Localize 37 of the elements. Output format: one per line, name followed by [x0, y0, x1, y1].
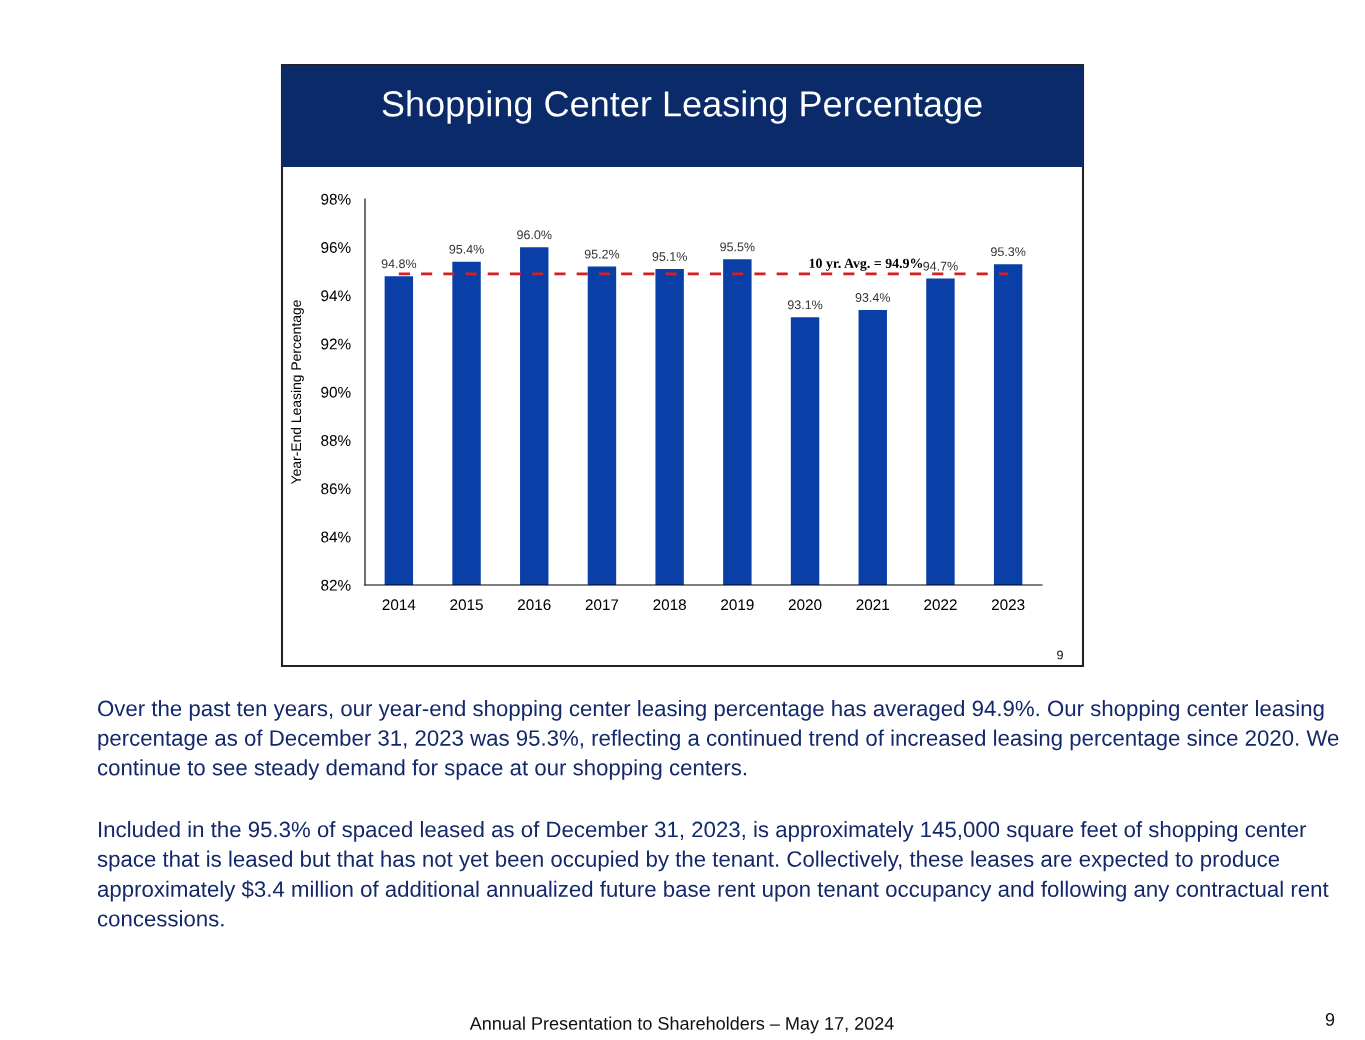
y-tick-label: 82% — [321, 579, 351, 591]
y-tick-label: 90% — [321, 386, 351, 398]
y-tick-label: 88% — [321, 435, 351, 446]
y-tick-label: 84% — [321, 531, 351, 543]
x-tick-label: 2016 — [518, 599, 551, 611]
x-tick-label: 2018 — [653, 599, 686, 611]
y-tick-label: 98% — [321, 193, 351, 205]
chart-title: Shopping Center Leasing Percentage — [382, 90, 982, 124]
data-label: 93.4% — [855, 293, 891, 302]
data-label: 94.8% — [381, 259, 417, 269]
text: 9 — [1057, 650, 1063, 660]
text: 9 — [1325, 1013, 1335, 1026]
text: Over the past ten years, our year-end shopping center leasing percentage has averaged 94.9%. Our shopping center leasing percentage as of December 31, 2023 was 95.3%, reflecting a continued trend of increased leasing percentage since 2020. We continue to see steady demand for space at our shopping centers. — [97, 700, 1339, 780]
y-tick-label: 96% — [321, 242, 351, 253]
ref-line-label: 10 yr. Avg. = 94.9% — [809, 258, 923, 271]
y-tick-label: 92% — [321, 338, 351, 350]
data-label: 95.5% — [720, 242, 755, 252]
text: Annual Presentation to Shareholders – May 17, 2024 — [469, 1016, 894, 1034]
y-tick-label: 86% — [321, 483, 351, 495]
x-tick-label: 2017 — [585, 599, 619, 611]
data-label: 96.0% — [517, 230, 552, 240]
x-tick-label: 2014 — [382, 599, 416, 611]
data-label: 93.1% — [787, 300, 823, 310]
x-tick-label: 2019 — [721, 599, 754, 611]
y-tick-label: 94% — [321, 290, 351, 302]
x-tick-label: 2022 — [924, 599, 957, 611]
x-tick-label: 2021 — [856, 599, 889, 611]
data-label: 95.4% — [449, 244, 484, 254]
data-label: 95.2% — [584, 249, 620, 259]
y-axis-title: Year-End Leasing Percentage — [290, 300, 304, 485]
x-tick-label: 2020 — [788, 599, 822, 611]
data-label: 94.7% — [923, 261, 958, 271]
data-label: 95.3% — [991, 247, 1026, 257]
text: Included in the 95.3% of spaced leased as of December 31, 2023, is approximately 145,000 square feet of shopping center space that is leased but that has not yet been occupied by the tenant. Collectively, these leases are expected to produce approximately $3.4 million of additional annualized future base rent upon tenant occupancy and following any contractual rent concessions. — [97, 821, 1329, 927]
x-tick-label: 2023 — [991, 599, 1025, 611]
x-tick-label: 2015 — [450, 599, 483, 611]
data-label: 95.1% — [652, 252, 687, 261]
